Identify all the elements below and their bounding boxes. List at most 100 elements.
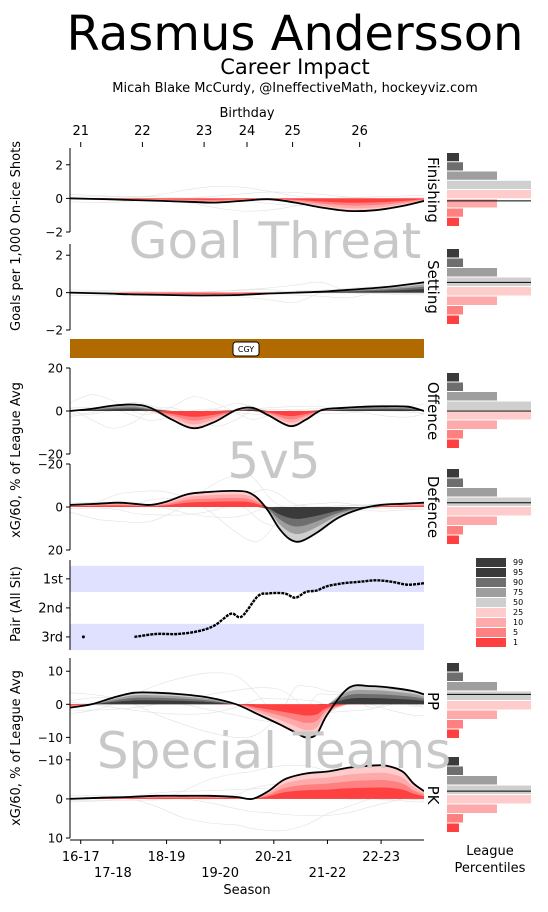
pair-ytick-label: 1st — [43, 572, 63, 587]
finishing-ytick-label: 2 — [55, 158, 63, 172]
legend-level-label: 25 — [513, 608, 523, 617]
five-v-five-ylabel: xG/60, % of League Avg — [9, 382, 24, 538]
offence-percentile-bar — [447, 439, 459, 448]
legend-swatch — [476, 608, 506, 617]
pk-panel-name: PK — [424, 786, 442, 806]
offence-ytick-label: −20 — [38, 448, 63, 462]
pk-below-band — [70, 787, 424, 799]
offence-percentile-bar — [447, 411, 531, 420]
finishing-percentile-bar — [447, 180, 531, 189]
pp-reference-curve — [70, 687, 424, 715]
defence-above-band — [70, 506, 424, 542]
defence-percentile-bar — [447, 497, 531, 506]
offence-panel-name: Offence — [424, 382, 442, 440]
defence-reference-curve — [70, 501, 424, 518]
pair-ylabel: Pair (All Sit) — [9, 566, 24, 642]
setting-above-band — [70, 289, 424, 293]
offence-above-band — [70, 408, 424, 412]
defence-ytick-label: 20 — [48, 544, 63, 558]
five-v-five-watermark: 5v5 — [227, 432, 320, 490]
legend-level-label: 10 — [513, 618, 523, 627]
pk-percentile-bar — [447, 804, 497, 813]
offence-percentile-bar — [447, 401, 531, 410]
pk-percentile-bar — [447, 785, 531, 794]
subtitle: Career Impact — [220, 55, 369, 79]
pk-plot — [70, 764, 424, 832]
legend-caption-line2: Percentiles — [455, 861, 526, 876]
pp-percentile-bar — [447, 672, 463, 681]
defence-percentile-bar — [447, 469, 459, 478]
pp-percentile-bar — [447, 729, 459, 738]
defence-ytick-label: −20 — [38, 458, 63, 472]
defence-panel-name: Defence — [424, 476, 442, 538]
finishing-percentile-bar — [447, 208, 463, 217]
team-label: CGY — [238, 345, 254, 354]
legend-swatch — [476, 558, 506, 567]
defence-above-band — [70, 506, 424, 519]
bottom-axis-tick-label: 21-22 — [309, 866, 347, 881]
finishing-below-band — [70, 198, 424, 203]
offence-percentile-bar — [447, 382, 463, 391]
pk-percentile-bar — [447, 757, 459, 766]
setting-percentile-bar — [447, 249, 459, 258]
finishing-percentile-bar — [447, 199, 497, 208]
pair-ytick-label: 3rd — [41, 630, 63, 645]
setting-ytick-label: −2 — [45, 324, 63, 338]
pk-percentile-bar — [447, 814, 463, 823]
finishing-reference-curve — [70, 191, 424, 199]
setting-ytick-label: 0 — [55, 286, 63, 300]
top-axis-tick-label: 25 — [284, 124, 301, 139]
pp-panel-name: PP — [424, 692, 442, 710]
defence-percentile-bar — [447, 516, 497, 525]
legend-swatch — [476, 568, 506, 577]
defence-percentile-bar — [447, 526, 463, 535]
pp-ytick-label: 10 — [48, 665, 63, 679]
pk-impact-line — [70, 764, 424, 801]
defence-reference-curve — [70, 490, 424, 543]
pp-ytick-label: −10 — [38, 731, 63, 745]
finishing-percentile-bar — [447, 162, 463, 171]
goal-threat-ylabel: Goals per 1,000 On-ice Shots — [9, 141, 24, 331]
bottom-axis-tick-label: 16-17 — [62, 850, 100, 865]
offence-plot — [70, 394, 424, 430]
bottom-axis-label: Season — [223, 883, 270, 898]
finishing-ytick-label: −2 — [45, 226, 63, 240]
top-axis-tick-label: 24 — [239, 124, 256, 139]
finishing-percentile-bar — [447, 153, 459, 162]
defence-ytick-label: 0 — [55, 501, 63, 515]
pp-percentile-bar — [447, 691, 531, 700]
legend-caption-line1: League — [466, 844, 513, 859]
legend-swatch — [476, 618, 506, 627]
pk-percentile-bar — [447, 766, 463, 775]
offence-percentile-bar — [447, 430, 463, 439]
legend-swatch — [476, 628, 506, 637]
finishing-reference-curve — [70, 185, 424, 199]
title: Rasmus Andersson — [67, 6, 524, 62]
pair-trace — [134, 579, 425, 639]
setting-percentile-bar — [447, 315, 459, 324]
defence-impact-line — [70, 489, 424, 543]
offence-below-band — [70, 410, 424, 425]
pk-reference-curve — [70, 798, 424, 832]
setting-plot — [70, 281, 424, 303]
finishing-percentile-bar — [447, 171, 497, 180]
defence-percentile-bar — [447, 478, 463, 487]
bottom-axis-tick-label: 20-21 — [255, 850, 293, 865]
pp-impact-line — [70, 684, 424, 739]
top-axis-label: Birthday — [219, 106, 274, 121]
defence-percentile-bar — [447, 488, 497, 497]
pp-percentile-bar — [447, 710, 497, 719]
setting-impact-line — [70, 281, 424, 297]
finishing-percentile-bar — [447, 190, 531, 199]
setting-reference-curve — [70, 289, 424, 294]
special-teams-watermark: Special Teams — [97, 722, 451, 780]
legend-level-label: 95 — [513, 568, 523, 577]
offence-ytick-label: 20 — [48, 362, 63, 376]
legend-swatch — [476, 588, 506, 597]
top-axis-tick-label: 26 — [351, 124, 368, 139]
pp-percentile-bar — [447, 663, 459, 672]
top-axis-tick-label: 22 — [134, 124, 151, 139]
finishing-panel-name: Finishing — [424, 157, 442, 223]
setting-percentile-bar — [447, 258, 463, 267]
